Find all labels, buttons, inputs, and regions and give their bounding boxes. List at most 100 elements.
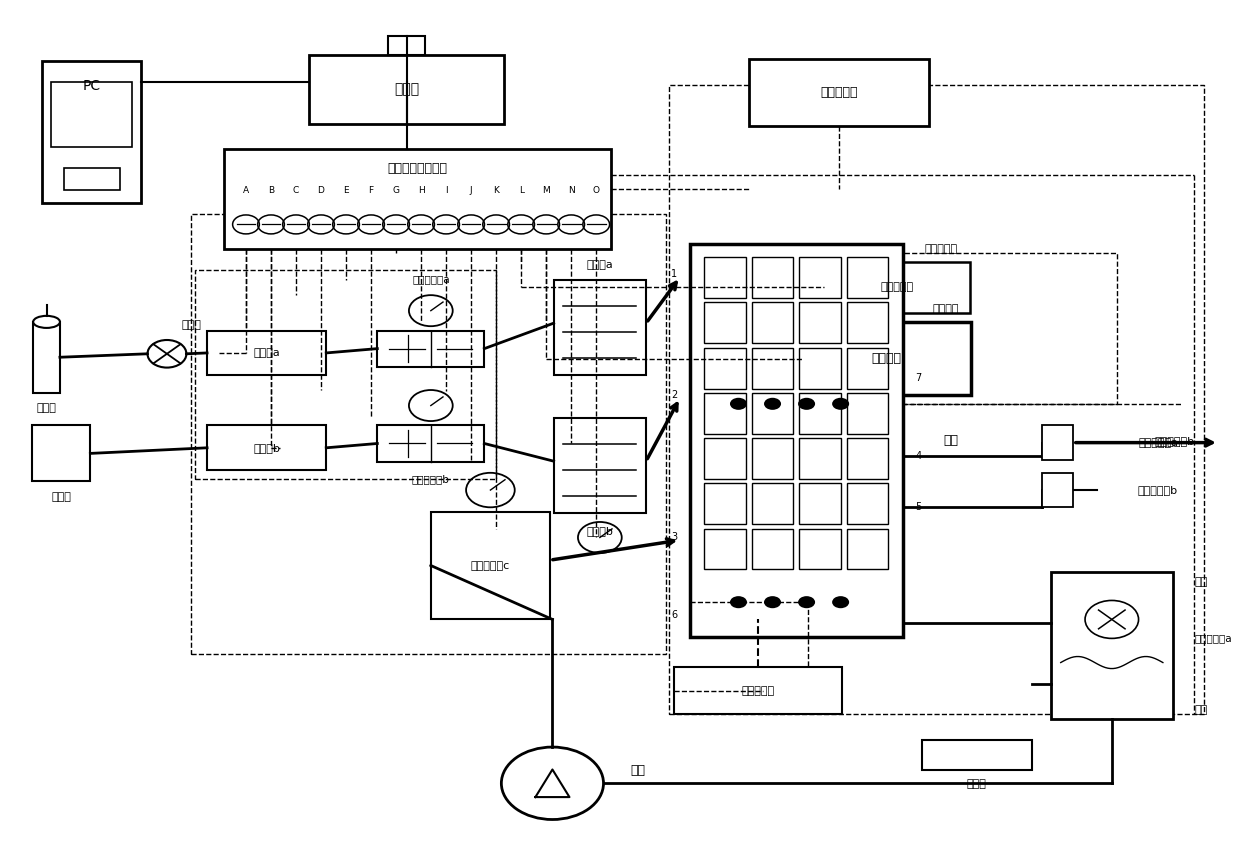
Text: H: H (418, 187, 424, 195)
Bar (51, 82, 131, 147)
Text: 水箱: 水箱 (1194, 705, 1208, 715)
Bar (847, 529, 888, 569)
Bar (191, 214, 666, 654)
Text: 增湿器a: 增湿器a (587, 260, 614, 270)
Text: PC: PC (83, 79, 100, 93)
Text: E: E (343, 187, 348, 195)
Text: 4: 4 (915, 450, 921, 461)
Text: I: I (445, 187, 448, 195)
Bar (800, 393, 841, 434)
Text: 氢气瓶: 氢气瓶 (37, 403, 57, 413)
Bar (704, 529, 745, 569)
Bar (751, 348, 794, 389)
Circle shape (799, 596, 815, 608)
Text: 比例调节阀a: 比例调节阀a (1138, 437, 1178, 448)
Bar (823, 261, 970, 313)
Text: J: J (470, 187, 472, 195)
Circle shape (764, 596, 781, 608)
Circle shape (764, 398, 781, 410)
Bar (704, 302, 745, 344)
Bar (804, 322, 971, 395)
Text: 氢气探测器: 氢气探测器 (821, 86, 858, 99)
Bar (553, 418, 646, 513)
Bar (1052, 572, 1173, 719)
Bar (923, 740, 1032, 771)
Bar (800, 483, 841, 524)
Text: 电压变送器: 电压变送器 (742, 686, 775, 695)
Bar (675, 667, 842, 714)
Text: M: M (542, 187, 551, 195)
Bar (704, 348, 745, 389)
Text: 温度传感器b: 温度传感器b (1154, 436, 1194, 446)
Text: 电堆: 电堆 (944, 434, 959, 447)
Bar (800, 529, 841, 569)
Text: 阻抗测试仪: 阻抗测试仪 (880, 282, 913, 293)
Circle shape (730, 596, 746, 608)
Text: 风扇: 风扇 (1194, 577, 1208, 588)
Text: 减压阀: 减压阀 (181, 320, 201, 331)
Text: 1: 1 (671, 269, 677, 279)
Bar (553, 280, 646, 375)
Text: C: C (293, 187, 299, 195)
Ellipse shape (33, 316, 60, 328)
Text: 数据采集控制通道: 数据采集控制通道 (387, 161, 448, 174)
Bar (32, 425, 91, 482)
Bar (800, 438, 841, 479)
Bar (847, 257, 888, 298)
Text: 电子负载: 电子负载 (872, 352, 901, 365)
Text: 增湿器b: 增湿器b (587, 526, 614, 536)
Text: L: L (518, 187, 523, 195)
Circle shape (730, 398, 746, 410)
Text: 电磁阀b: 电磁阀b (253, 443, 280, 453)
Circle shape (832, 596, 849, 608)
Text: 电子负载: 电子负载 (932, 304, 959, 314)
Text: N: N (568, 187, 574, 195)
Bar (670, 85, 1204, 714)
Text: 阻抗测试仪: 阻抗测试仪 (924, 244, 957, 253)
Circle shape (832, 398, 849, 410)
Text: K: K (494, 187, 498, 195)
Text: 压缩机: 压缩机 (51, 492, 71, 502)
Bar (309, 55, 503, 123)
Bar (63, 168, 119, 190)
Bar (377, 331, 485, 366)
Bar (751, 438, 794, 479)
Text: 5: 5 (915, 503, 921, 512)
Bar (1043, 473, 1073, 507)
Bar (42, 61, 141, 203)
Text: B: B (268, 187, 274, 195)
Bar (207, 425, 326, 470)
Text: 2: 2 (671, 391, 677, 400)
Circle shape (799, 398, 815, 410)
Text: 温度传感器a: 温度传感器a (1194, 633, 1233, 643)
Bar (800, 348, 841, 389)
Text: 7: 7 (915, 373, 921, 383)
Text: 电磁流量计b: 电磁流量计b (412, 474, 450, 483)
Bar (689, 244, 903, 636)
Text: 控制器: 控制器 (394, 82, 419, 96)
Text: F: F (368, 187, 373, 195)
Text: 电热棒: 电热棒 (967, 779, 987, 789)
Bar (751, 393, 794, 434)
Text: A: A (243, 187, 249, 195)
Bar (749, 59, 930, 126)
Bar (847, 348, 888, 389)
Bar (847, 302, 888, 344)
Bar (377, 425, 485, 462)
Bar (751, 302, 794, 344)
Bar (33, 322, 60, 392)
Bar (847, 483, 888, 524)
Bar (847, 393, 888, 434)
Text: 水泵: 水泵 (630, 764, 645, 777)
Bar (751, 529, 794, 569)
Text: 比例调节阀b: 比例调节阀b (1138, 485, 1178, 495)
Bar (791, 253, 1117, 404)
Text: 电磁流量计a: 电磁流量计a (412, 274, 450, 285)
Text: O: O (593, 187, 600, 195)
Bar (847, 438, 888, 479)
Bar (704, 257, 745, 298)
Text: D: D (317, 187, 325, 195)
Bar (388, 36, 425, 55)
Bar (207, 331, 326, 375)
Text: 电磁阀a: 电磁阀a (253, 348, 280, 358)
